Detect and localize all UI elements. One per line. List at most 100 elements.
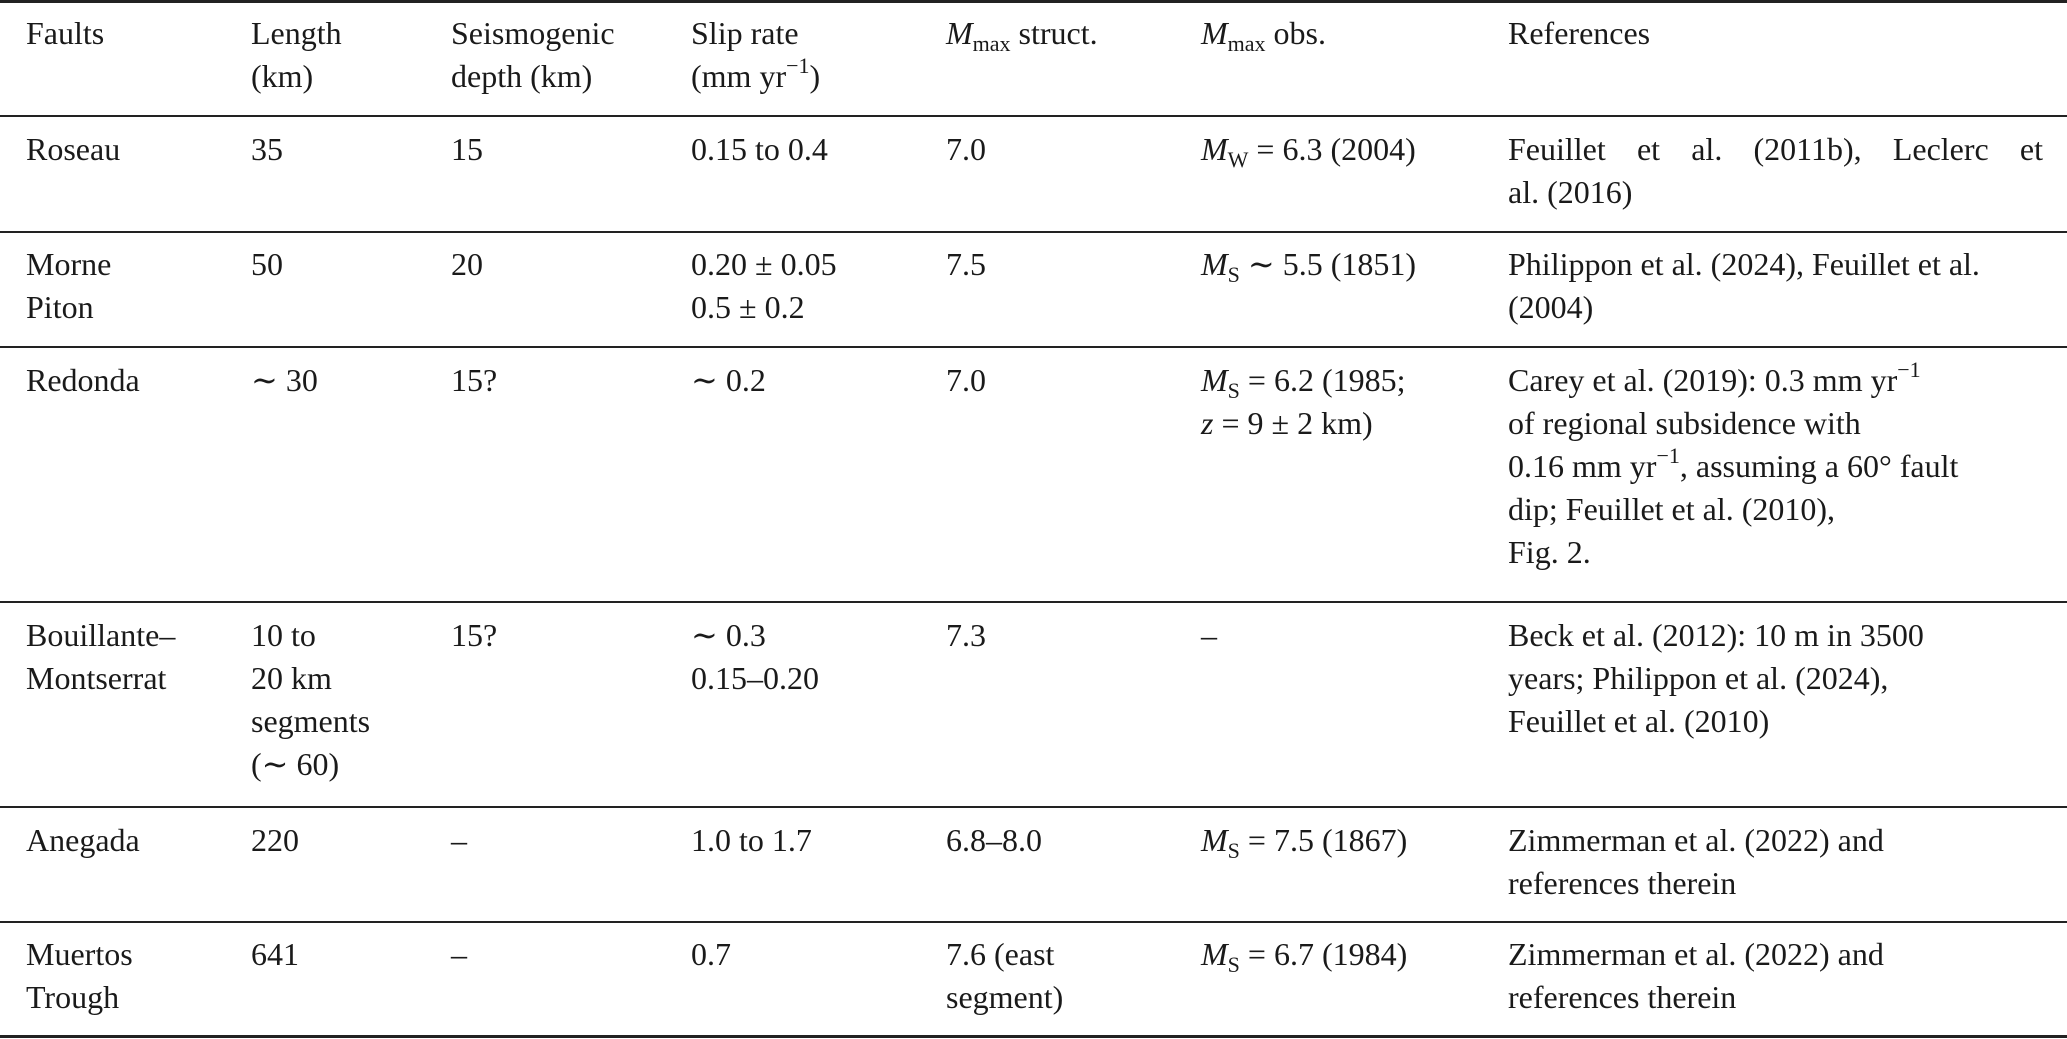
cell-mstruct: 7.0 (946, 128, 986, 171)
depth-value: – (451, 822, 467, 858)
bottom-rule (0, 1035, 2067, 1038)
ref-text: Carey et al. (2019): 0.3 mm yr (1508, 362, 1898, 398)
cell-length: 35 (251, 128, 283, 171)
ref-exponent: −1 (1897, 357, 1921, 382)
reference-line: dip; Feuillet et al. (2010), (1508, 491, 1836, 527)
cell-fault: Roseau (26, 128, 120, 171)
cell-slip: 0.20 ± 0.05 0.5 ± 0.2 (691, 243, 837, 329)
cell-references: Carey et al. (2019): 0.3 mm yr−1 of regi… (1508, 359, 2043, 574)
header-faults: Faults (26, 12, 104, 55)
fault-name: Piton (26, 289, 94, 325)
cell-mstruct: 7.6 (east segment) (946, 933, 1063, 1019)
mobs-sub: S (1227, 262, 1240, 287)
cell-references: Zimmerman et al. (2022) and references t… (1508, 933, 2043, 1019)
reference-line: Zimmerman et al. (2022) and (1508, 936, 1884, 972)
fault-name: Morne (26, 246, 112, 282)
cell-length: 641 (251, 933, 299, 976)
header-length-line: Length (251, 15, 342, 51)
length-value: 20 km (251, 660, 332, 696)
cell-references: Feuillet et al. (2011b), Leclerc et al. … (1508, 128, 2043, 214)
ref-text: , assuming a 60° fault (1679, 448, 1959, 484)
slip-value: 0.15–0.20 (691, 660, 819, 696)
length-value: (∼ 60) (251, 746, 340, 782)
cell-references: Philippon et al. (2024), Feuillet et al.… (1508, 243, 2043, 329)
depth-value: 15 (451, 131, 483, 167)
mobs-sub: S (1227, 378, 1240, 403)
reference-line: years; Philippon et al. (2024), (1508, 660, 1889, 696)
cell-slip: 0.15 to 0.4 (691, 128, 828, 171)
cell-mstruct: 6.8–8.0 (946, 819, 1042, 862)
mobs-m: M (1201, 362, 1228, 398)
cell-fault: Muertos Trough (26, 933, 133, 1019)
slip-value: 0.15 to 0.4 (691, 131, 828, 167)
cell-references: Zimmerman et al. (2022) and references t… (1508, 819, 2043, 905)
mobs-m: M (1201, 246, 1228, 282)
header-mmax-m: M (946, 15, 973, 51)
reference-line: references therein (1508, 865, 1737, 901)
cell-length: 50 (251, 243, 283, 286)
length-value: 220 (251, 822, 299, 858)
mstruct-value: segment) (946, 979, 1064, 1015)
reference-line: references therein (1508, 979, 1737, 1015)
depth-value: 15? (451, 362, 498, 398)
mobs-z-rest: = 9 ± 2 km) (1213, 405, 1373, 441)
mstruct-value: 7.6 (east (946, 936, 1055, 972)
cell-mobs: – (1201, 614, 1217, 657)
header-mobs-sub: max (1227, 31, 1266, 56)
cell-references: Beck et al. (2012): 10 m in 3500 years; … (1508, 614, 2043, 743)
header-length: Length (km) (251, 12, 342, 98)
cell-fault: Anegada (26, 819, 140, 862)
reference-line: Philippon et al. (2024), Feuillet et al. (1508, 246, 1980, 282)
mstruct-value: 6.8–8.0 (946, 822, 1042, 858)
cell-depth: 15? (451, 614, 497, 657)
fault-name: Anegada (26, 822, 140, 858)
mobs-value: MS = 6.2 (1985; (1201, 359, 1406, 402)
fault-name: Muertos (26, 936, 133, 972)
length-value: 35 (251, 131, 283, 167)
mobs-sub: S (1227, 838, 1240, 863)
header-mobs-rest: obs. (1265, 15, 1326, 51)
header-references: References (1508, 12, 1650, 55)
mobs-sub: W (1227, 147, 1249, 172)
slip-value: ∼ 0.3 (691, 617, 766, 653)
cell-depth: – (451, 933, 467, 976)
reference-line: of regional subsidence with (1508, 405, 1861, 441)
length-value: segments (251, 703, 371, 739)
cell-depth: – (451, 819, 467, 862)
mobs-value: MS ∼ 5.5 (1851) (1201, 243, 1416, 286)
header-slip-line: (mm yr−1) (691, 55, 820, 98)
length-value: ∼ 30 (251, 362, 318, 398)
header-slip-rate: Slip rate (mm yr−1) (691, 12, 820, 98)
cell-fault: Morne Piton (26, 243, 111, 329)
header-mmax-sub: max (972, 31, 1011, 56)
ref-exponent: −1 (1656, 443, 1680, 468)
cell-mstruct: 7.5 (946, 243, 986, 286)
cell-mobs: MS ∼ 5.5 (1851) (1201, 243, 1416, 286)
mobs-rest: = 6.3 (2004) (1248, 131, 1416, 167)
header-depth-line: Seismogenic (451, 15, 615, 51)
header-slip-exponent: −1 (786, 53, 810, 78)
reference-line: Feuillet et al. (2011b), Leclerc et (1508, 131, 2043, 167)
row-rule (0, 231, 2067, 233)
cell-depth: 20 (451, 243, 483, 286)
row-rule (0, 601, 2067, 603)
cell-mstruct: 7.0 (946, 359, 986, 402)
cell-fault: Bouillante– Montserrat (26, 614, 175, 700)
mstruct-value: 7.0 (946, 362, 986, 398)
fault-name: Roseau (26, 131, 121, 167)
mstruct-value: 7.0 (946, 131, 986, 167)
ref-text: 0.16 mm yr (1508, 448, 1657, 484)
cell-mobs: MS = 6.2 (1985; z = 9 ± 2 km) (1201, 359, 1406, 445)
mobs-depth: z = 9 ± 2 km) (1201, 402, 1406, 445)
depth-value: – (451, 936, 467, 972)
header-depth-line: depth (km) (451, 58, 593, 94)
mobs-value: MS = 6.7 (1984) (1201, 933, 1407, 976)
depth-value: 15? (451, 617, 498, 653)
length-value: 50 (251, 246, 283, 282)
row-rule (0, 921, 2067, 923)
header-mmax-obs: Mmax obs. (1201, 12, 1326, 55)
mobs-rest: = 6.2 (1985; (1239, 362, 1406, 398)
mobs-m: M (1201, 822, 1228, 858)
fault-name: Trough (26, 979, 120, 1015)
